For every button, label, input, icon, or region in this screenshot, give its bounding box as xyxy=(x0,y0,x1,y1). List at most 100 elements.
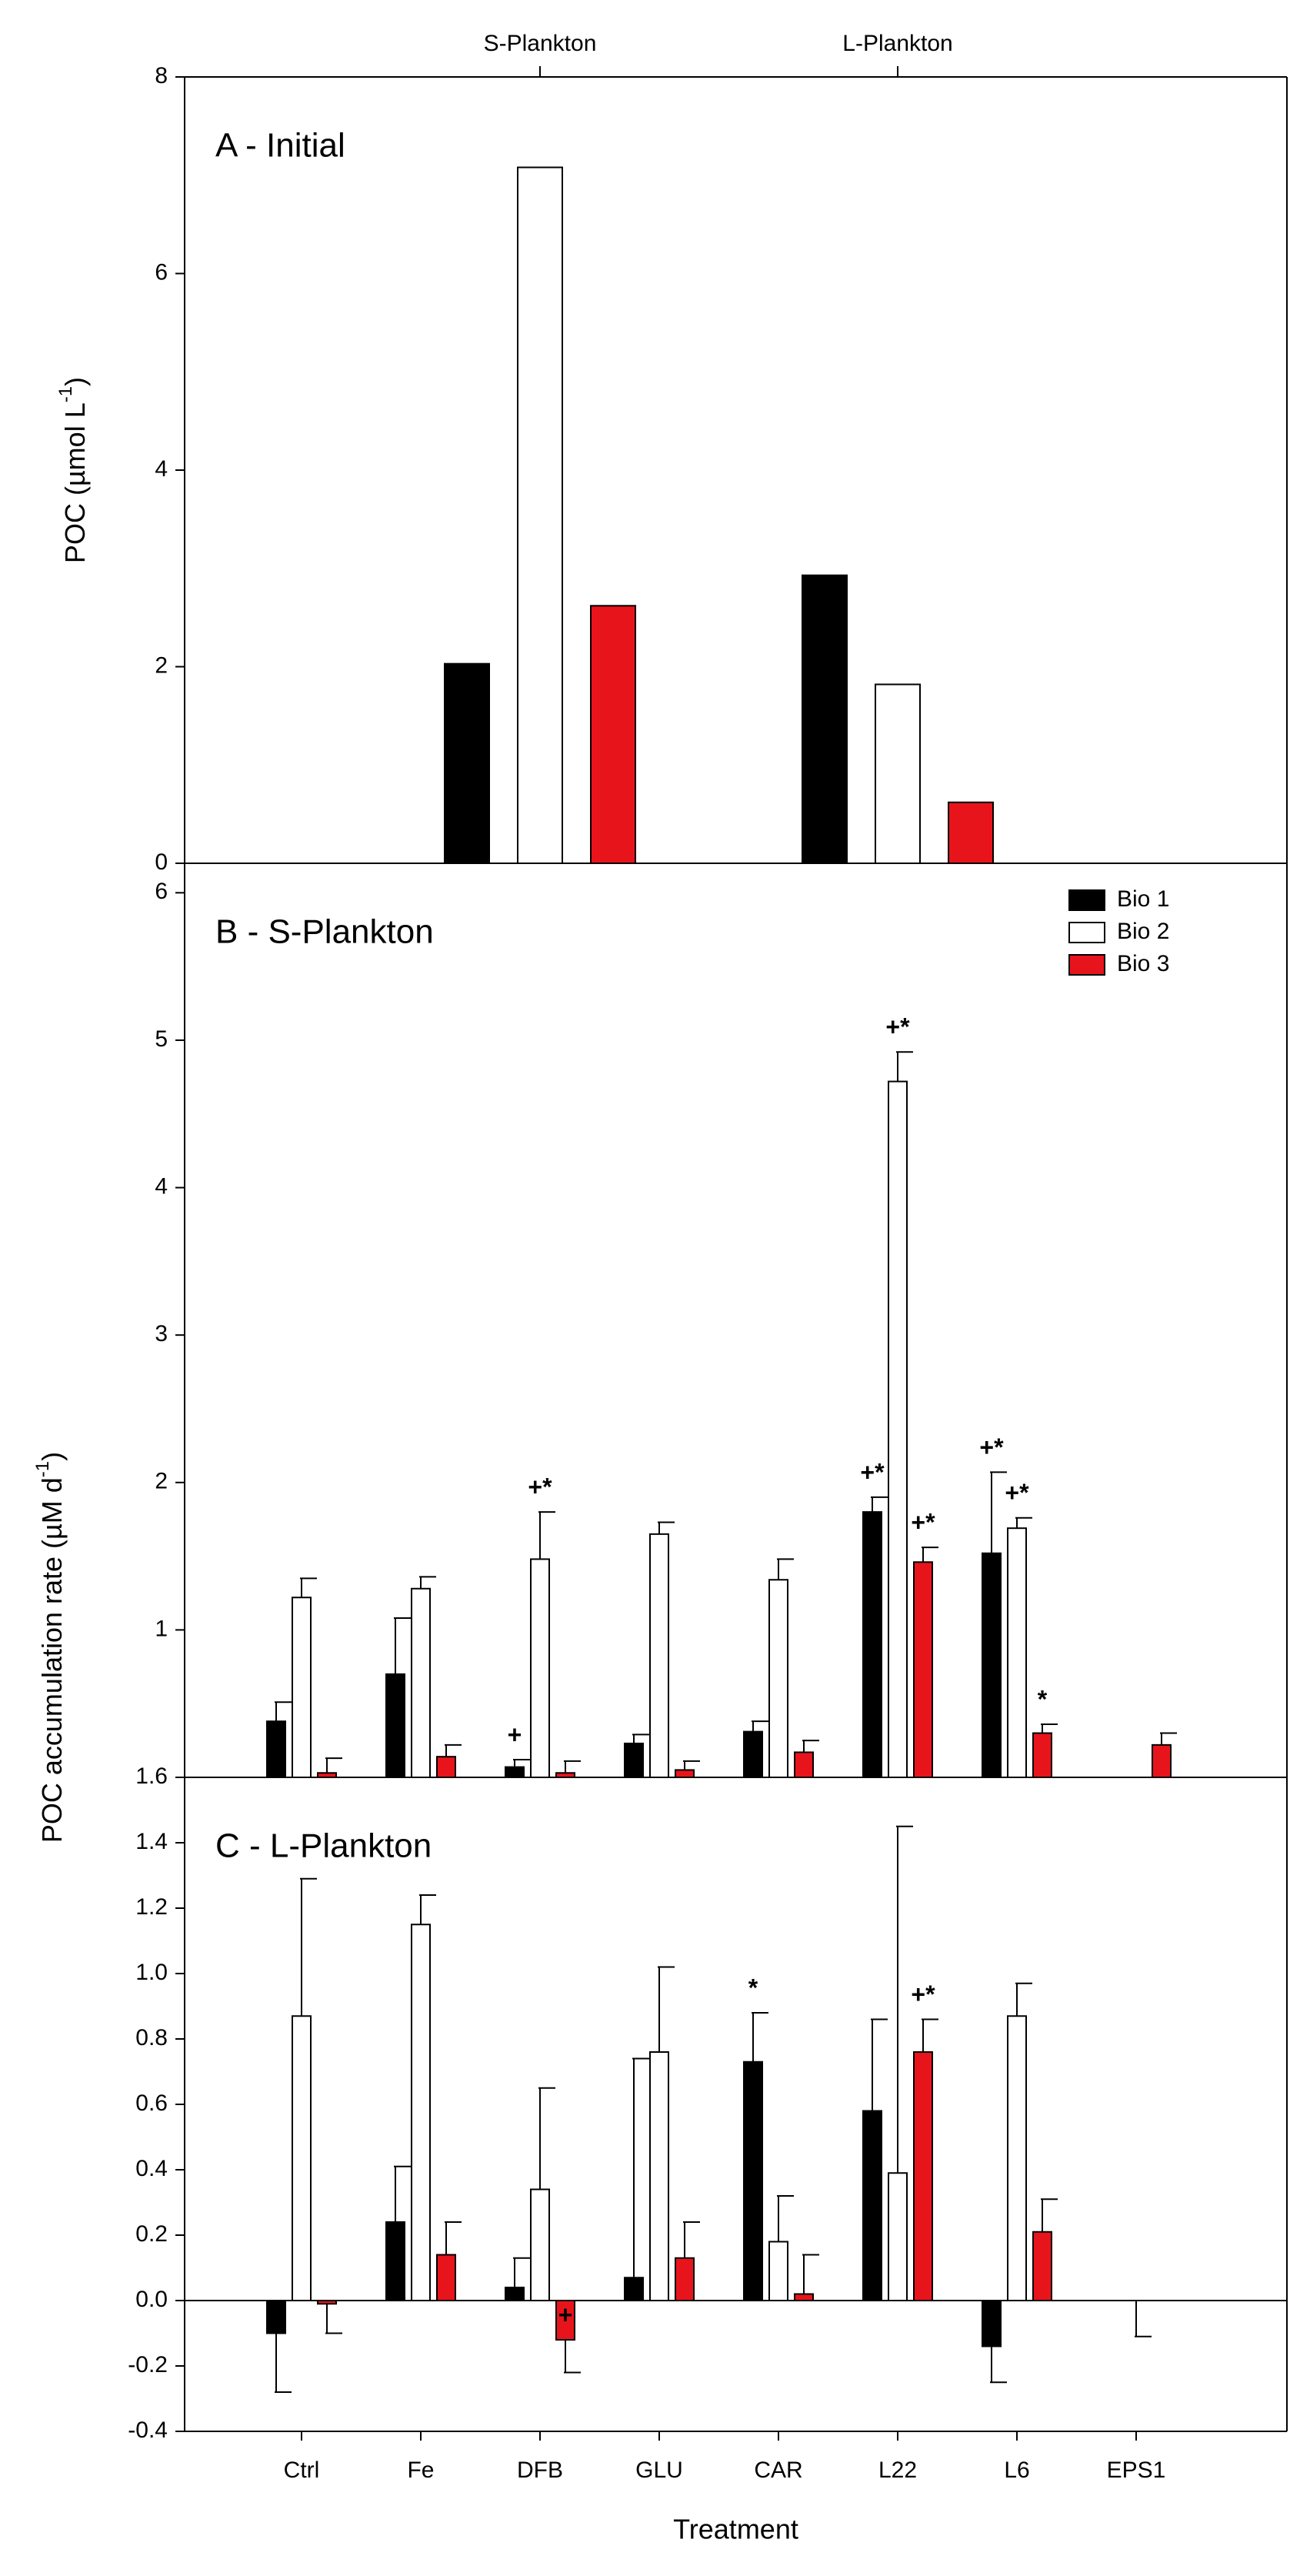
bar xyxy=(266,1720,286,1778)
bar xyxy=(624,2277,644,2301)
annotation: * xyxy=(1038,1685,1048,1713)
y-tick-label: 6 xyxy=(155,259,168,285)
annotation: + xyxy=(508,1720,522,1748)
bar xyxy=(888,1080,908,1778)
y-tick-label: 4 xyxy=(155,1173,168,1199)
y-tick-label: 6 xyxy=(155,879,168,904)
x-tick-label: L6 xyxy=(1004,2458,1029,2483)
bar xyxy=(385,2221,405,2301)
y-tick-label: 0.8 xyxy=(135,2025,168,2050)
legend-label: Bio 3 xyxy=(1117,951,1169,976)
annotation: * xyxy=(748,1974,758,2001)
y-axis-label-text: POC accumulation rate (µM d xyxy=(36,1477,68,1843)
bar xyxy=(913,1561,933,1778)
annotation: + xyxy=(558,2301,573,2328)
legend-swatch xyxy=(1068,954,1105,976)
y-axis-label-sup: -1 xyxy=(32,1461,53,1477)
y-tick-label: 1.6 xyxy=(135,1763,168,1789)
annotation: +* xyxy=(979,1433,1004,1461)
x-tick-label: Fe xyxy=(407,2458,434,2483)
bar xyxy=(590,605,636,864)
x-tick-label: DFB xyxy=(517,2458,563,2483)
bar xyxy=(411,1924,431,2301)
panel-title: A - Initial xyxy=(215,127,345,165)
bar xyxy=(913,2051,933,2301)
bar xyxy=(1032,1732,1052,1778)
bar xyxy=(292,1597,312,1778)
bar xyxy=(649,1533,669,1779)
bar xyxy=(317,2300,337,2305)
bar xyxy=(794,2293,814,2301)
bar xyxy=(948,801,994,865)
y-tick-label: 4 xyxy=(155,456,168,482)
bar xyxy=(530,2188,550,2301)
bar xyxy=(862,1511,882,1779)
bar xyxy=(794,1751,814,1778)
bar xyxy=(649,2051,669,2301)
bar xyxy=(505,1766,525,1779)
y-tick-label: 3 xyxy=(155,1321,168,1346)
y-axis-label-end: ) xyxy=(59,377,91,386)
bar xyxy=(1152,1743,1172,1779)
x-tick-label: Ctrl xyxy=(284,2458,320,2483)
bar xyxy=(411,1587,431,1779)
bar xyxy=(505,2287,525,2301)
bar xyxy=(743,2060,763,2301)
bar xyxy=(1007,2015,1027,2301)
bar xyxy=(768,2241,788,2301)
bar xyxy=(436,2254,456,2301)
annotation: +* xyxy=(911,1509,935,1537)
y-axis-label: POC accumulation rate (µM d-1) xyxy=(32,1452,68,1843)
legend-swatch xyxy=(1068,922,1105,943)
top-category-label: L-Plankton xyxy=(842,31,952,56)
bar xyxy=(875,683,921,864)
x-tick-label: GLU xyxy=(635,2458,683,2483)
bar xyxy=(675,1769,695,1779)
bar xyxy=(385,1673,405,1778)
bar xyxy=(624,1742,644,1778)
bar xyxy=(982,1552,1002,1779)
bar xyxy=(1032,2231,1052,2301)
annotation: +* xyxy=(528,1473,552,1501)
annotation: +* xyxy=(885,1013,910,1041)
bar xyxy=(444,662,490,864)
bar xyxy=(743,1730,763,1779)
y-axis-label: POC (µmol L-1) xyxy=(55,377,91,563)
y-tick-label: 0 xyxy=(155,849,168,875)
y-tick-label: 5 xyxy=(155,1026,168,1052)
panel-title: C - L-Plankton xyxy=(215,1827,432,1865)
y-axis-label-end: ) xyxy=(36,1452,68,1461)
bar xyxy=(802,574,848,864)
bar xyxy=(982,2300,1002,2347)
annotation: +* xyxy=(911,1980,935,2008)
bar xyxy=(436,1756,456,1778)
y-tick-label: 1.2 xyxy=(135,1894,168,1920)
y-tick-label: -0.4 xyxy=(128,2418,168,2443)
annotation: +* xyxy=(860,1458,885,1486)
legend-label: Bio 2 xyxy=(1117,919,1169,944)
panel-title: B - S-Plankton xyxy=(215,913,434,951)
y-tick-label: 0.4 xyxy=(135,2156,168,2181)
y-axis-label-sup: -1 xyxy=(55,386,76,402)
x-axis-label: Treatment xyxy=(673,2514,798,2545)
legend-label: Bio 1 xyxy=(1117,886,1169,912)
x-tick-label: L22 xyxy=(878,2458,917,2483)
y-tick-label: 0.2 xyxy=(135,2221,168,2247)
y-tick-label: 2 xyxy=(155,652,168,678)
bar xyxy=(768,1579,788,1779)
bar xyxy=(266,2300,286,2334)
bar xyxy=(517,166,563,864)
top-category-label: S-Plankton xyxy=(484,31,597,56)
y-tick-label: 0.6 xyxy=(135,2090,168,2116)
y-tick-label: 1 xyxy=(155,1616,168,1641)
y-tick-label: 8 xyxy=(155,63,168,88)
x-tick-label: CAR xyxy=(754,2458,802,2483)
bar xyxy=(292,2015,312,2301)
x-tick-label: EPS1 xyxy=(1107,2458,1166,2483)
bar xyxy=(1007,1527,1027,1778)
legend-swatch xyxy=(1068,889,1105,911)
bar xyxy=(862,2110,882,2301)
bar xyxy=(888,2172,908,2301)
annotation: +* xyxy=(1005,1479,1029,1507)
